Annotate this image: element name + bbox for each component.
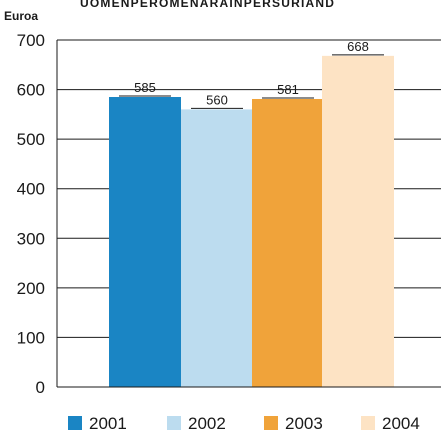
y-tick-label-200: 200 xyxy=(17,279,45,298)
y-tick-label-400: 400 xyxy=(17,180,45,199)
legend-label-2004: 2004 xyxy=(382,414,420,433)
data-label-2002: 560 xyxy=(206,92,228,107)
data-label-2001: 585 xyxy=(134,80,156,95)
bar-2001 xyxy=(109,97,181,387)
bar-2003 xyxy=(252,98,324,388)
legend-label-2003: 2003 xyxy=(285,414,323,433)
legend-swatch-2002 xyxy=(167,416,181,430)
y-tick-label-100: 100 xyxy=(17,328,45,347)
y-tick-label-600: 600 xyxy=(17,81,45,100)
data-label-2003: 581 xyxy=(277,82,299,97)
y-tick-label-700: 700 xyxy=(17,31,45,50)
bar-2004 xyxy=(322,55,394,388)
chart-title: UOMENPEROMENARAINPERSURIAND xyxy=(80,0,335,10)
y-axis-unit-label: Euroa xyxy=(4,9,38,23)
legend-swatch-2001 xyxy=(68,416,82,430)
y-tick-label-300: 300 xyxy=(17,229,45,248)
bar-2002 xyxy=(181,109,253,388)
legend-swatch-2003 xyxy=(264,416,278,430)
y-tick-label-500: 500 xyxy=(17,130,45,149)
legend-label-2001: 2001 xyxy=(89,414,127,433)
data-label-2004: 668 xyxy=(347,39,369,54)
legend-label-2002: 2002 xyxy=(188,414,226,433)
y-tick-label-0: 0 xyxy=(36,378,45,397)
legend-swatch-2004 xyxy=(361,416,375,430)
